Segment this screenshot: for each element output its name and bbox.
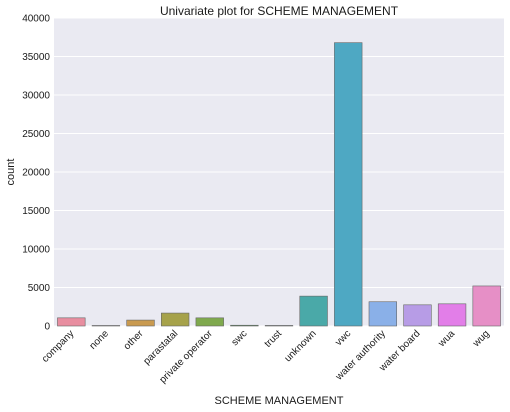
x-tick-label: vwc (333, 328, 353, 348)
bar-wug (472, 285, 501, 327)
bar-unknown (299, 295, 328, 327)
y-axis-ticks: 0 5000 10000 15000 20000 25000 30000 35000 40000 (22, 14, 50, 333)
x-tick-label: wua (436, 328, 458, 350)
bars (57, 42, 501, 327)
bar-other (126, 319, 155, 327)
bar-vwc (334, 42, 363, 327)
x-tick-label: other (122, 328, 146, 352)
y-tick-label: 30000 (22, 91, 50, 102)
x-tick-label: company (40, 328, 76, 364)
x-axis-label: SCHEME MANAGEMENT (215, 395, 344, 407)
y-tick-label: 25000 (22, 129, 50, 140)
bar-wua (437, 303, 467, 327)
x-tick-label: swc (230, 328, 250, 348)
bar-trust (264, 325, 294, 327)
bar-water-authority (368, 301, 397, 327)
bar-swc (230, 324, 259, 327)
chart-title: Univariate plot for SCHEME MANAGEMENT (160, 4, 399, 18)
x-tick-label: trust (263, 328, 285, 350)
bar-parastatal (161, 312, 190, 327)
y-axis-label: count (5, 159, 17, 186)
y-tick-label: 10000 (22, 245, 50, 256)
x-tick-label: unknown (283, 328, 319, 364)
y-tick-label: 40000 (22, 14, 50, 25)
bar-water-board (403, 304, 432, 327)
x-tick-label: wug (470, 328, 491, 349)
y-tick-label: 5000 (28, 283, 51, 294)
y-tick-label: 35000 (22, 52, 50, 63)
bar-none (91, 325, 121, 327)
y-tick-label: 0 (44, 322, 50, 333)
bar-company (57, 317, 86, 327)
x-tick-label: none (88, 328, 112, 352)
bar-private-operator (195, 317, 224, 327)
y-tick-label: 15000 (22, 206, 50, 217)
y-tick-label: 20000 (22, 168, 50, 179)
